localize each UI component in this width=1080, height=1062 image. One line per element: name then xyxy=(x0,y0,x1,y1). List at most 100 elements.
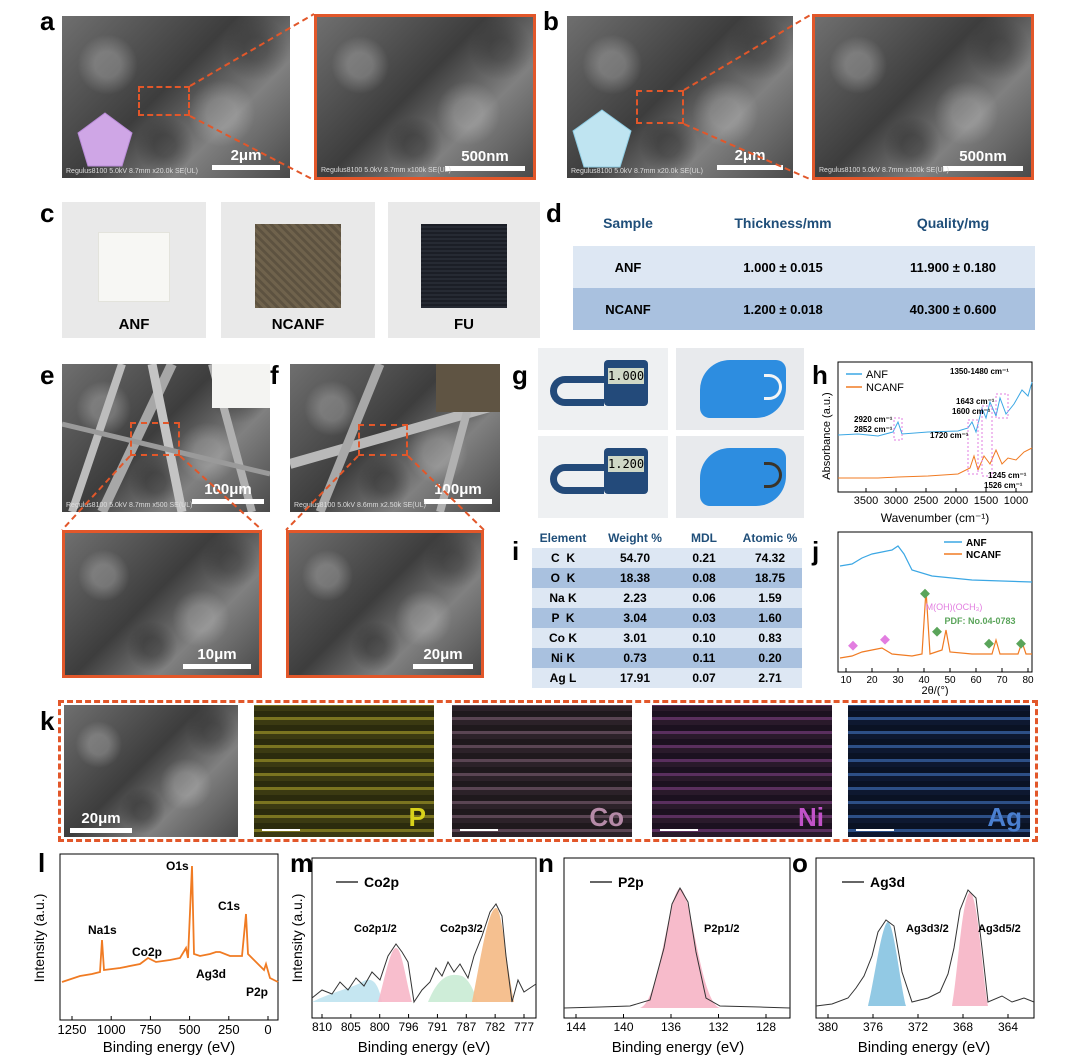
eds-map-ag: Ag xyxy=(848,705,1030,837)
tick-label: 500 xyxy=(179,1022,201,1037)
xticks: 144 140 136 132 128 xyxy=(566,1014,776,1034)
tick-label: 1000 xyxy=(97,1022,126,1037)
tick-label: 0 xyxy=(264,1022,271,1037)
sem-meta: Regulus8100 5.0kV 8.7mm x20.0k SE(UL) xyxy=(571,168,703,175)
xrd-series-anf xyxy=(839,545,1033,583)
panel-label-n: n xyxy=(538,848,554,878)
panel-label-d: d xyxy=(546,198,562,228)
anf-swatch xyxy=(98,232,170,302)
ftir-series-ncanf xyxy=(838,447,1033,479)
annotation: 1643 cm⁻¹ xyxy=(956,397,995,406)
xlabel: Binding energy (eV) xyxy=(612,1039,745,1056)
peak-label: Co2p3/2 xyxy=(440,923,483,935)
zoom-region-box xyxy=(358,424,408,456)
table-cell: 54.70 xyxy=(619,551,651,565)
element-table-header: Element Weight % MDL Atomic % xyxy=(532,528,802,548)
scale-bar-label: 10μm xyxy=(197,646,237,663)
ftir-chart: Absorbance (a.u.) 3500 3000 2500 2000 1500 10… xyxy=(821,361,1033,525)
peak-label: P2p1/2 xyxy=(704,923,739,935)
xrd-series-ncanf xyxy=(839,589,1032,659)
zoom-frame-e: 10μm xyxy=(62,530,262,678)
ftir-xticks: 3500 3000 2500 2000 1500 1000 xyxy=(854,488,1028,507)
table-cell: P K xyxy=(551,611,575,625)
table-cell: 0.06 xyxy=(692,591,716,605)
zoom-frame-a: 500nm Regulus8100 5.0kV 8.7mm x100k SE(U… xyxy=(314,14,536,180)
micrometer-photo-2: 1.200 xyxy=(538,436,668,518)
xps-p2p-chart: P2p P2p1/2 144 140 136 132 128 Binding energ… xyxy=(563,857,791,1056)
element-label: Ni xyxy=(798,802,824,832)
zoom-region-box xyxy=(636,90,684,124)
peak-label: Ag3d xyxy=(196,967,226,981)
sample-label: FU xyxy=(454,316,474,333)
ftir-xlabel: Wavenumber (cm⁻¹) xyxy=(881,511,990,525)
legend: P2p xyxy=(618,874,644,890)
table-cell: 0.83 xyxy=(758,631,782,645)
peak-label: Ag3d5/2 xyxy=(978,923,1021,935)
tick-label: 368 xyxy=(953,1020,973,1034)
table-cell: Ag L xyxy=(549,671,577,685)
sem-image-a: 2μm Regulus8100 5.0kV 8.7mm x20.0k SE(UL… xyxy=(62,16,290,178)
table-cell: 0.73 xyxy=(623,651,647,665)
table-cell: 17.91 xyxy=(619,671,651,685)
ylabel: Intensity (a.u.) xyxy=(292,894,305,983)
table-header-cell: Weight % xyxy=(608,531,662,545)
micrometer-readout: 1.200 xyxy=(608,456,645,472)
xticks: 380 376 372 368 364 xyxy=(818,1014,1018,1034)
tick-label: 140 xyxy=(613,1020,633,1034)
sem-image-e: 100μm Regulus8100 5.0kV 8.7mm x500 SE(UL… xyxy=(62,364,270,512)
zoom-frame-f: 20μm xyxy=(286,530,484,678)
pentagon-icon xyxy=(572,109,632,168)
tick-label: 372 xyxy=(908,1020,928,1034)
table-row: P K 3.04 0.03 1.60 xyxy=(532,608,802,628)
table-cell: 0.21 xyxy=(692,551,716,565)
sample-label: ANF xyxy=(118,316,150,333)
peak-label: Co2p1/2 xyxy=(354,923,397,935)
tick-label: 1000 xyxy=(1004,495,1028,507)
tick-label: 810 xyxy=(312,1020,332,1034)
table-row: O K 18.38 0.08 18.75 xyxy=(532,568,802,588)
tick-label: 20 xyxy=(866,675,878,686)
table-cell: 3.04 xyxy=(623,611,647,625)
table-header: Sample Thickness/mm Quality/mg xyxy=(573,202,1035,246)
sem-zoom-image-e: 10μm xyxy=(65,533,259,675)
scale-bar-label: 2μm xyxy=(230,147,262,164)
table-cell: 74.32 xyxy=(754,551,786,565)
table-cell: NCANF xyxy=(605,302,651,317)
tick-label: 1500 xyxy=(974,495,998,507)
tick-label: 40 xyxy=(918,675,930,686)
scale-bar-label: 20μm xyxy=(81,810,121,827)
tick-label: 380 xyxy=(818,1020,838,1034)
tick-label: 782 xyxy=(485,1020,505,1034)
xticks: 1250 1000 750 500 250 0 xyxy=(58,1016,272,1037)
legend-ncanf: NCANF xyxy=(966,550,1001,561)
tick-label: 796 xyxy=(399,1020,419,1034)
legend-anf: ANF xyxy=(966,538,987,549)
table-cell: Co K xyxy=(549,631,577,645)
annotation: 1526 cm⁻¹ xyxy=(984,481,1023,490)
bent-sample-photo-1 xyxy=(676,348,804,430)
table-header-cell: Sample xyxy=(603,215,653,231)
peak-box xyxy=(981,405,993,477)
element-label: Co xyxy=(589,802,624,832)
table-cell: 1.200 ± 0.018 xyxy=(743,302,823,317)
tick-label: 364 xyxy=(998,1020,1018,1034)
scale-bar-label: 2μm xyxy=(734,147,766,164)
anf-inset-photo xyxy=(212,364,270,408)
scale-bar-label: 500nm xyxy=(959,148,1007,165)
sem-zoom-image-a: 500nm Regulus8100 5.0kV 8.7mm x100k SE(U… xyxy=(317,17,533,177)
tick-label: 144 xyxy=(566,1020,586,1034)
panel-label-m: m xyxy=(290,848,314,878)
sem-image-b: 2μm Regulus8100 5.0kV 8.7mm x20.0k SE(UL… xyxy=(567,16,793,178)
peak-box xyxy=(967,419,979,475)
table-row: Co K 3.01 0.10 0.83 xyxy=(532,628,802,648)
table-cell: 18.75 xyxy=(754,571,786,585)
panel-label-l: l xyxy=(38,848,46,878)
ncanf-swatch xyxy=(255,224,341,308)
table-cell: Na K xyxy=(549,591,577,605)
panel-label-f: f xyxy=(270,360,279,390)
sample-photo-ncanf: NCANF xyxy=(221,202,375,338)
sample-table: Sample Thickness/mm Quality/mg ANF 1.000… xyxy=(573,202,1035,330)
table-cell: 1.60 xyxy=(758,611,782,625)
annotation-moh: M(OH)(OCH₃) xyxy=(926,602,983,612)
zoom-region-box xyxy=(138,86,190,116)
